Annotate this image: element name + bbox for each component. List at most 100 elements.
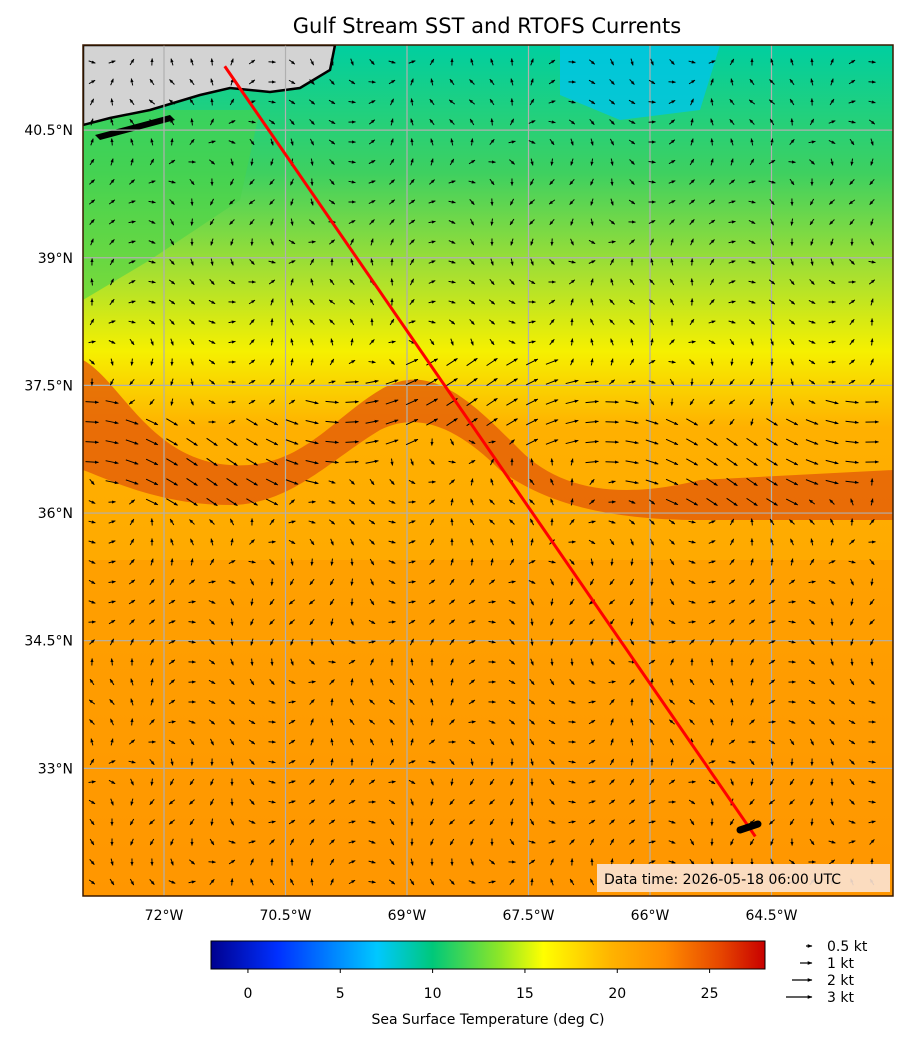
current-arrow [109, 239, 115, 245]
current-arrow [288, 399, 296, 405]
current-arrow [825, 459, 839, 465]
current-arrow [870, 158, 874, 166]
current-arrow [228, 419, 236, 425]
current-arrow [469, 238, 475, 246]
current-arrow [308, 240, 316, 244]
current-arrow [506, 378, 518, 386]
lat-tick-label: 36°N [38, 506, 73, 522]
current-arrow [310, 158, 314, 166]
current-arrow [325, 460, 339, 464]
current-arrow [325, 420, 339, 424]
current-arrow [649, 398, 655, 406]
current-arrow [805, 439, 819, 445]
current-arrow [549, 259, 555, 265]
current-arrow [845, 400, 859, 404]
current-arrow [728, 200, 736, 204]
current-arrow [668, 199, 676, 205]
current-arrow [545, 419, 559, 425]
current-arrow [329, 79, 335, 85]
current-arrow [828, 320, 836, 324]
current-arrow [368, 360, 376, 364]
current-arrow [470, 338, 474, 346]
current-arrow [148, 220, 156, 224]
current-arrow [288, 99, 296, 105]
current-arrow [645, 419, 659, 425]
current-arrow [405, 398, 419, 406]
current-arrow [270, 358, 274, 366]
current-arrow [89, 359, 95, 365]
current-arrow [488, 299, 496, 305]
current-arrow [810, 238, 814, 246]
current-arrow [590, 158, 594, 166]
current-arrow [230, 238, 234, 246]
current-arrow [150, 358, 154, 366]
current-arrow [389, 359, 395, 365]
current-arrow [88, 199, 96, 205]
current-arrow [590, 178, 594, 186]
current-arrow [770, 58, 774, 66]
current-arrow [548, 120, 556, 124]
current-arrow [510, 58, 514, 66]
current-arrow [648, 160, 656, 164]
current-arrow [510, 258, 514, 266]
current-arrow [410, 138, 414, 146]
current-arrow [688, 60, 696, 64]
current-arrow [350, 258, 354, 266]
current-arrow [529, 98, 535, 106]
current-arrow [328, 199, 336, 205]
current-arrow [768, 180, 776, 184]
current-arrow [648, 79, 656, 85]
current-arrow [128, 399, 136, 405]
colorbar-tick-label: 5 [336, 986, 345, 1002]
current-arrow [809, 198, 815, 206]
current-arrow [710, 158, 714, 166]
current-arrow [189, 98, 195, 106]
current-arrow [210, 78, 214, 86]
current-arrow [766, 418, 778, 426]
current-arrow [128, 280, 136, 284]
current-arrow [209, 198, 215, 206]
current-arrow [368, 200, 376, 204]
current-arrow [325, 400, 339, 404]
current-arrow [870, 138, 874, 146]
current-arrow [268, 100, 276, 104]
current-arrow [345, 380, 359, 384]
current-arrow [609, 258, 615, 266]
current-arrow [489, 138, 495, 146]
current-arrow [169, 259, 175, 265]
current-arrow [545, 439, 559, 445]
current-arrow [369, 478, 375, 486]
current-arrow [328, 299, 336, 305]
current-arrow [545, 379, 559, 385]
current-arrow [466, 397, 478, 407]
current-arrow [668, 159, 676, 165]
current-arrow [710, 78, 714, 86]
current-arrow [289, 119, 295, 125]
current-arrow [550, 658, 554, 666]
current-arrow [168, 279, 176, 285]
current-arrow [105, 420, 119, 425]
current-arrow [708, 339, 716, 345]
current-arrow [329, 278, 335, 286]
current-arrow [450, 138, 454, 146]
current-arrow [130, 78, 134, 86]
current-arrow [509, 218, 515, 226]
current-arrow [365, 439, 379, 444]
current-arrow [249, 259, 255, 265]
current-arrow [568, 260, 576, 264]
current-arrow [410, 458, 414, 466]
current-arrow [788, 660, 796, 664]
current-arrow [789, 338, 795, 346]
current-arrow [649, 279, 655, 285]
current-arrow [789, 178, 795, 186]
current-arrow [625, 420, 639, 425]
current-arrow [309, 299, 315, 305]
current-arrow [429, 118, 435, 126]
current-arrow [545, 359, 559, 365]
current-arrow [689, 359, 695, 365]
current-arrow [228, 279, 236, 285]
current-arrow [369, 219, 375, 225]
current-arrow [449, 438, 455, 446]
current-arrow [170, 58, 174, 66]
current-arrow [128, 300, 136, 304]
